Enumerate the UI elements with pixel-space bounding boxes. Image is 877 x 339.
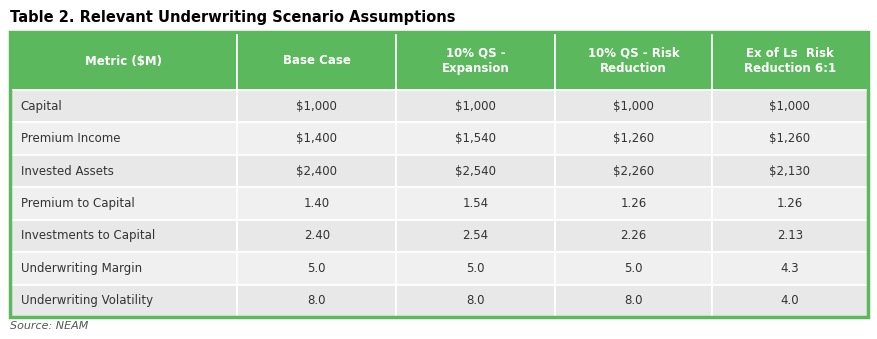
- Text: $1,000: $1,000: [612, 100, 653, 113]
- Bar: [396, 284, 554, 317]
- Bar: [396, 187, 554, 220]
- Text: 1.26: 1.26: [619, 197, 645, 210]
- Text: Premium Income: Premium Income: [20, 132, 120, 145]
- Text: Underwriting Margin: Underwriting Margin: [20, 262, 141, 275]
- Bar: [396, 122, 554, 155]
- Text: 5.0: 5.0: [307, 262, 325, 275]
- Bar: [554, 284, 711, 317]
- Text: $1,260: $1,260: [612, 132, 653, 145]
- Bar: [396, 155, 554, 187]
- Bar: [711, 220, 867, 252]
- Bar: [237, 252, 396, 284]
- Bar: [554, 90, 711, 122]
- Bar: [237, 122, 396, 155]
- Text: 8.0: 8.0: [466, 294, 484, 307]
- Bar: [396, 32, 554, 90]
- Bar: [554, 32, 711, 90]
- Bar: [10, 32, 237, 90]
- Text: $1,400: $1,400: [296, 132, 337, 145]
- Bar: [711, 252, 867, 284]
- Text: Ex of Ls  Risk
Reduction 6:1: Ex of Ls Risk Reduction 6:1: [743, 47, 835, 75]
- Bar: [711, 187, 867, 220]
- Text: $2,400: $2,400: [296, 164, 337, 178]
- Text: Metric ($M): Metric ($M): [85, 55, 162, 67]
- Text: $1,000: $1,000: [768, 100, 809, 113]
- Bar: [10, 122, 237, 155]
- Bar: [10, 220, 237, 252]
- Text: 8.0: 8.0: [624, 294, 642, 307]
- Bar: [237, 187, 396, 220]
- Text: $2,130: $2,130: [768, 164, 809, 178]
- Text: $2,540: $2,540: [454, 164, 496, 178]
- Text: $1,000: $1,000: [296, 100, 337, 113]
- Bar: [10, 284, 237, 317]
- Text: 2.40: 2.40: [303, 230, 330, 242]
- Text: 1.40: 1.40: [303, 197, 330, 210]
- Text: $1,540: $1,540: [454, 132, 496, 145]
- Bar: [554, 155, 711, 187]
- Text: 4.3: 4.3: [780, 262, 798, 275]
- Text: 2.54: 2.54: [462, 230, 488, 242]
- Text: 10% QS - Risk
Reduction: 10% QS - Risk Reduction: [587, 47, 679, 75]
- Bar: [711, 122, 867, 155]
- Text: 2.26: 2.26: [619, 230, 645, 242]
- Text: 1.54: 1.54: [462, 197, 488, 210]
- Text: $1,000: $1,000: [454, 100, 496, 113]
- Bar: [711, 32, 867, 90]
- Text: 5.0: 5.0: [624, 262, 642, 275]
- Bar: [711, 90, 867, 122]
- Bar: [10, 252, 237, 284]
- Bar: [554, 187, 711, 220]
- Bar: [237, 155, 396, 187]
- Text: Base Case: Base Case: [282, 55, 350, 67]
- Text: 4.0: 4.0: [780, 294, 798, 307]
- Bar: [10, 155, 237, 187]
- Bar: [554, 122, 711, 155]
- Bar: [711, 284, 867, 317]
- Bar: [10, 90, 237, 122]
- Text: Source: NEAM: Source: NEAM: [10, 321, 89, 331]
- Bar: [237, 220, 396, 252]
- Bar: [711, 155, 867, 187]
- Bar: [237, 90, 396, 122]
- Text: 5.0: 5.0: [466, 262, 484, 275]
- Text: $1,260: $1,260: [768, 132, 809, 145]
- Text: $2,260: $2,260: [612, 164, 653, 178]
- Text: Table 2. Relevant Underwriting Scenario Assumptions: Table 2. Relevant Underwriting Scenario …: [10, 10, 455, 25]
- Text: Capital: Capital: [20, 100, 62, 113]
- Bar: [10, 32, 867, 317]
- Bar: [396, 252, 554, 284]
- Bar: [554, 252, 711, 284]
- Bar: [237, 32, 396, 90]
- Text: 2.13: 2.13: [776, 230, 802, 242]
- Text: 8.0: 8.0: [307, 294, 325, 307]
- Bar: [237, 284, 396, 317]
- Text: Investments to Capital: Investments to Capital: [20, 230, 154, 242]
- Text: Invested Assets: Invested Assets: [20, 164, 113, 178]
- Text: Underwriting Volatility: Underwriting Volatility: [20, 294, 153, 307]
- Bar: [396, 220, 554, 252]
- Text: 10% QS -
Expansion: 10% QS - Expansion: [441, 47, 509, 75]
- Bar: [10, 187, 237, 220]
- Bar: [554, 220, 711, 252]
- Text: Premium to Capital: Premium to Capital: [20, 197, 134, 210]
- Text: 1.26: 1.26: [776, 197, 802, 210]
- Bar: [396, 90, 554, 122]
